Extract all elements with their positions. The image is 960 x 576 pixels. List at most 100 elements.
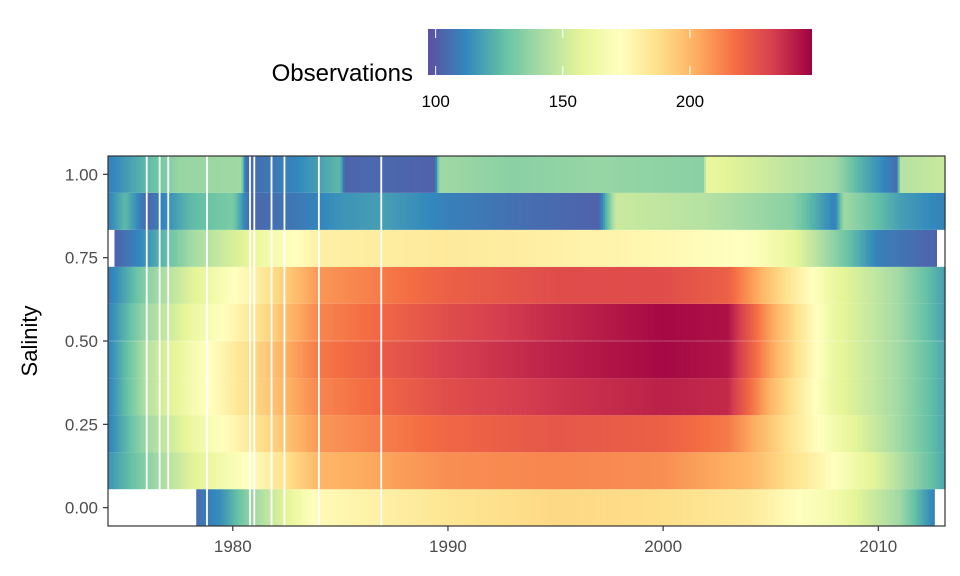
heatmap-cell [518,266,522,304]
data-gap [283,156,286,526]
heatmap-cell [430,266,434,304]
heatmap-cell [772,341,776,379]
heatmap-cell [531,378,535,416]
heatmap-cell [215,192,219,230]
heatmap-cell [908,452,912,490]
heatmap-cell [245,489,249,526]
heatmap-cell [850,156,854,193]
heatmap-cell [742,378,746,416]
heatmap-cell [163,303,167,341]
heatmap-cell [686,378,690,416]
heatmap-cell [293,303,296,341]
heatmap-cell [516,192,520,230]
heatmap-cell [727,452,731,490]
heatmap-cell [529,303,533,341]
heatmap-cell [439,452,443,490]
heatmap-cell [667,341,671,379]
heatmap-cell [813,156,817,193]
heatmap-cell [443,192,447,230]
heatmap-cell [884,266,888,304]
heatmap-cell [523,303,527,341]
heatmap-cell [314,341,318,379]
heatmap-cell [684,341,688,379]
heatmap-cell [699,192,703,230]
heatmap-cell [426,229,430,267]
heatmap-cell [108,156,111,193]
heatmap-cell [914,452,918,490]
heatmap-cell [161,192,165,230]
heatmap-cell [174,266,178,304]
heatmap-cell [430,341,434,379]
heatmap-cell [447,452,451,490]
heatmap-cell [411,341,415,379]
heatmap-cell [850,303,854,341]
heatmap-cell [645,303,649,341]
heatmap-cell [275,415,279,453]
heatmap-cell [562,303,565,341]
heatmap-cell [611,452,615,490]
heatmap-cell [142,415,146,453]
heatmap-cell [301,156,305,193]
heatmap-cell [443,489,447,526]
heatmap-cell [258,489,262,526]
heatmap-cell [729,192,733,230]
heatmap-cell [721,489,724,526]
heatmap-cell [366,452,369,490]
heatmap-cell [826,489,830,526]
heatmap-cell [523,229,527,267]
heatmap-cell [736,303,740,341]
data-gap [206,156,208,526]
heatmap-cell [430,156,434,193]
heatmap-cell [648,229,651,267]
heatmap-cell [450,415,453,453]
heatmap-cell [387,156,391,193]
heatmap-cell [187,452,191,490]
heatmap-cell [499,303,503,341]
heatmap-cell [439,303,443,341]
heatmap-cell [706,378,709,416]
heatmap-cell [589,266,593,304]
heatmap-cell [529,489,533,526]
heatmap-cell [370,489,374,526]
heatmap-cell [181,452,184,490]
heatmap-cell [501,415,505,453]
heatmap-cell [714,452,718,490]
heatmap-cell [491,229,494,267]
heatmap-cell [222,156,225,193]
heatmap-cell [484,378,488,416]
heatmap-cell [114,156,118,193]
heatmap-cell [241,415,245,453]
heatmap-cell [910,156,914,193]
heatmap-cell [833,156,836,193]
heatmap-cell [407,303,410,341]
heatmap-cell [368,341,372,379]
heatmap-cell [820,452,823,490]
heatmap-cell [876,192,879,230]
heatmap-cell [895,303,899,341]
heatmap-cell [125,266,128,304]
heatmap-cell [222,452,225,490]
heatmap-cell [138,229,141,267]
heatmap-cell [871,415,875,453]
heatmap-cell [463,452,466,490]
heatmap-cell [482,452,486,490]
heatmap-cell [273,378,277,416]
heatmap-cell [701,229,705,267]
heatmap-cell [314,303,318,341]
heatmap-cell [910,303,914,341]
heatmap-cell [932,266,935,304]
heatmap-cell [290,452,294,490]
heatmap-cell [861,415,864,453]
heatmap-cell [342,156,346,193]
heatmap-cell [297,303,301,341]
heatmap-cell [564,415,567,453]
heatmap-cell [506,229,509,267]
heatmap-cell [878,303,882,341]
heatmap-cell [284,415,288,453]
heatmap-cell [835,229,839,267]
heatmap-cell [529,229,533,267]
heatmap-cell [271,378,275,416]
heatmap-cell [312,489,316,526]
heatmap-cell [884,378,888,416]
heatmap-cell [753,452,757,490]
